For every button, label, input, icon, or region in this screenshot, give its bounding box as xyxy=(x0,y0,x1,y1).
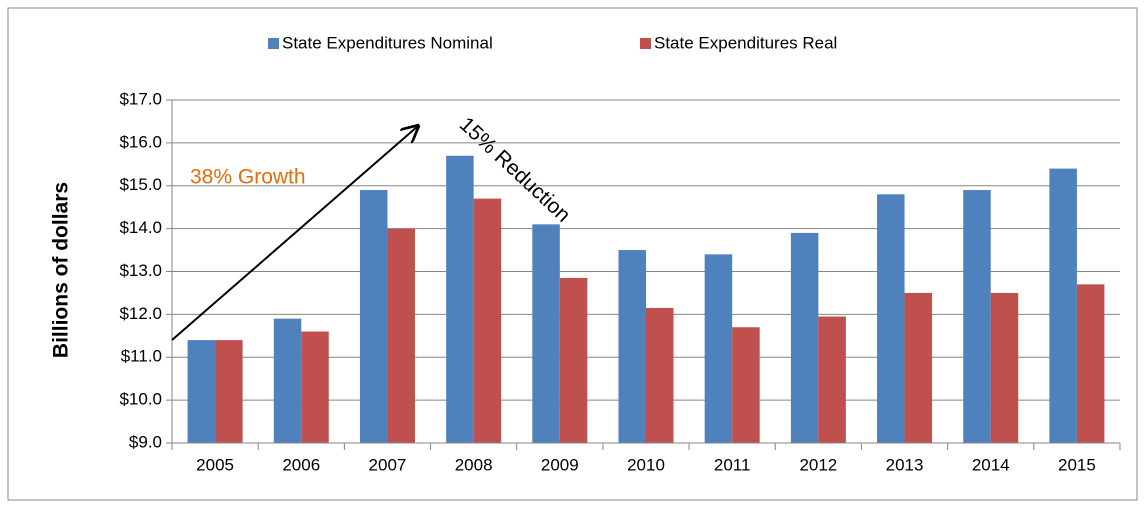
x-tick-label: 2008 xyxy=(455,455,493,474)
y-tick-label: $13.0 xyxy=(119,261,162,280)
x-tick-label: 2011 xyxy=(714,455,751,474)
bar xyxy=(618,250,646,443)
bar xyxy=(990,292,1019,443)
bar xyxy=(790,232,819,443)
bar xyxy=(904,292,933,443)
bar xyxy=(446,155,474,444)
y-tick-label: $11.0 xyxy=(121,347,162,366)
bar xyxy=(646,307,674,443)
legend-label: State Expenditures Nominal xyxy=(282,33,493,52)
y-tick-label: $14.0 xyxy=(119,218,162,237)
annotation: 38% Growth xyxy=(190,166,306,189)
bar xyxy=(963,190,991,443)
y-tick-label: $9.0 xyxy=(129,432,162,451)
y-axis-label: Billions of dollars xyxy=(50,182,73,358)
bar xyxy=(473,198,502,443)
y-tick-label: $12.0 xyxy=(119,304,162,323)
x-tick-label: 2005 xyxy=(196,455,234,474)
bar xyxy=(877,194,905,443)
bar xyxy=(532,224,560,443)
growth-arrow xyxy=(171,126,418,341)
bar xyxy=(704,254,733,443)
y-tick-label: $16.0 xyxy=(119,132,162,151)
bar xyxy=(559,277,588,443)
x-tick-label: 2013 xyxy=(886,455,924,474)
legend-swatch xyxy=(640,38,651,49)
legend-swatch xyxy=(268,38,279,49)
x-tick-label: 2014 xyxy=(972,455,1010,474)
x-tick-label: 2015 xyxy=(1058,455,1096,474)
bar xyxy=(1076,284,1105,443)
x-tick-label: 2009 xyxy=(541,455,579,474)
bar xyxy=(732,327,760,443)
bar xyxy=(1049,168,1077,443)
x-tick-label: 2007 xyxy=(369,455,407,474)
bar xyxy=(187,340,216,443)
legend-label: State Expenditures Real xyxy=(654,33,837,52)
bar xyxy=(387,228,415,443)
bar xyxy=(215,340,243,443)
y-tick-label: $10.0 xyxy=(119,390,162,409)
x-tick-label: 2006 xyxy=(282,455,320,474)
bar xyxy=(301,331,329,443)
y-tick-label: $17.0 xyxy=(119,89,162,108)
y-tick-label: $15.0 xyxy=(119,175,162,194)
bar xyxy=(818,316,846,443)
bar xyxy=(359,190,388,443)
x-tick-label: 2010 xyxy=(627,455,665,474)
bar xyxy=(273,318,302,443)
x-tick-label: 2012 xyxy=(799,455,837,474)
